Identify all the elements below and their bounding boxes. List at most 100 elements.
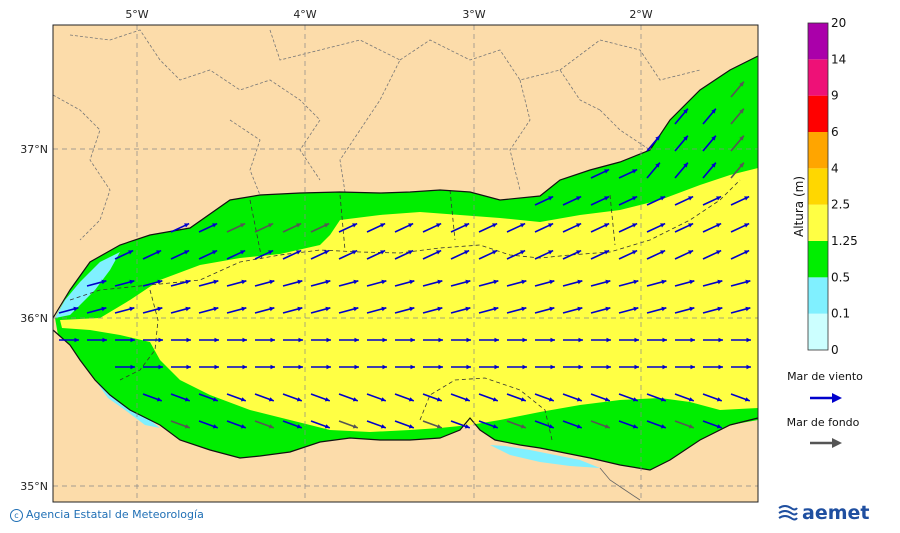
colorbar-tick-label: 14: [831, 52, 846, 66]
wave-arrow-head: [352, 250, 358, 255]
wave-arrow-head: [241, 306, 247, 312]
wave-arrow-head: [548, 196, 554, 201]
wave-arrow-head: [746, 364, 751, 370]
wave-arrow-head: [240, 223, 246, 228]
wave-arrow-head: [576, 223, 582, 228]
wave-arrow-head: [324, 424, 330, 429]
wave-arrow-head: [690, 364, 695, 370]
sea-cyan-southwest: [95, 380, 160, 428]
wave-arrows: [58, 81, 751, 429]
wave-arrow-head: [716, 250, 722, 255]
wave-arrow-head: [186, 364, 191, 370]
colorbar-segment: [808, 59, 828, 96]
legend-swell-arrow-icon: [810, 438, 842, 448]
wave-arrow-head: [522, 337, 527, 343]
wave-arrow-head: [716, 196, 722, 201]
wave-arrow-head: [184, 223, 190, 228]
aemet-logo-icon: [778, 505, 798, 521]
wave-arrow-head: [576, 397, 582, 402]
wave-arrow-head: [436, 397, 442, 402]
wave-arrow-head: [493, 306, 499, 312]
wave-arrow-head: [130, 337, 135, 343]
wave-arrow-head: [520, 424, 526, 429]
wave-arrow-head: [213, 279, 219, 285]
wave-arrow-head: [382, 364, 387, 370]
wave-arrow-head: [661, 306, 667, 312]
wave-arrow-head: [522, 364, 527, 370]
wave-arrow-head: [185, 279, 191, 285]
wave-arrow-head: [242, 364, 247, 370]
wave-arrow-head: [102, 337, 107, 343]
sea-yellow-zone: [60, 168, 758, 432]
lon-tick-label: 3°W: [462, 8, 485, 21]
colorbar-segment: [808, 168, 828, 205]
colorbar-tick-label: 4: [831, 161, 839, 175]
wave-arrow-head: [655, 162, 660, 168]
aemet-logo: aemet: [777, 500, 869, 526]
lat-tick-label: 35°N: [20, 480, 48, 493]
wave-arrow-head: [577, 306, 583, 312]
wave-arrow-head: [739, 162, 744, 168]
land-border-south: [599, 467, 641, 501]
wave-arrow-head: [436, 250, 442, 255]
colorbar-tick-label: 6: [831, 125, 839, 139]
wave-arrow-head: [212, 223, 218, 228]
colorbar-tick-label: 0.1: [831, 307, 850, 321]
wave-arrow-head: [492, 223, 498, 228]
wave-arrow-head: [74, 337, 79, 343]
wave-arrow-head: [604, 424, 610, 429]
wave-arrow-head: [242, 337, 247, 343]
sea-cyan-west: [55, 252, 120, 318]
wave-arrow-head: [604, 397, 610, 402]
wave-arrow-head: [689, 306, 695, 312]
wave-arrow-head: [464, 424, 470, 429]
wave-arrow-head: [634, 364, 639, 370]
wave-arrow-head: [466, 364, 471, 370]
wave-arrow-head: [324, 223, 330, 228]
wave-arrow-head: [718, 364, 723, 370]
wave-arrow-head: [353, 279, 359, 285]
wave-arrow-head: [604, 250, 610, 255]
colorbar-segment: [808, 23, 828, 60]
wave-arrow-head: [325, 306, 331, 312]
wave-arrow-head: [577, 279, 583, 285]
colorbar-tick-label: 0.5: [831, 270, 850, 284]
copyright-icon: c: [10, 508, 23, 522]
wave-arrow-head: [662, 364, 667, 370]
wave-arrow-head: [683, 162, 688, 168]
wave-arrow-head: [240, 250, 246, 255]
wave-arrow-head: [549, 306, 555, 312]
wave-arrow-head: [241, 279, 247, 285]
wave-arrow-head: [746, 337, 751, 343]
wave-arrow-head: [494, 337, 499, 343]
wave-arrow-head: [548, 250, 554, 255]
wave-arrow-head: [660, 196, 666, 201]
wave-arrow-head: [352, 424, 358, 429]
legend-wind-sea-label: Mar de viento: [787, 370, 863, 383]
wave-arrow-head: [101, 306, 107, 312]
sea-cyan-melilla: [490, 445, 600, 468]
credit: c Agencia Estatal de Meteorología: [10, 508, 204, 522]
wave-arrow-head: [548, 223, 554, 228]
wave-arrow-head: [492, 250, 498, 255]
wave-arrow-head: [683, 135, 688, 141]
wave-arrow-head: [157, 279, 163, 285]
wave-arrow-head: [744, 196, 750, 201]
colorbar-segment: [808, 132, 828, 169]
lon-tick-label: 2°W: [629, 8, 652, 21]
legend-wind-sea-arrow-icon: [810, 393, 842, 403]
wave-arrow-head: [604, 223, 610, 228]
graticule: [53, 25, 758, 502]
wave-arrow-head: [353, 306, 359, 312]
wave-arrow-head: [354, 364, 359, 370]
wave-arrow-head: [605, 306, 611, 312]
wave-arrow-head: [464, 397, 470, 402]
lat-tick-label: 37°N: [20, 143, 48, 156]
wave-arrow-head: [212, 424, 218, 429]
wave-arrow-head: [605, 279, 611, 285]
wave-arrow-head: [185, 306, 191, 312]
wave-arrow-head: [662, 337, 667, 343]
wave-arrow-head: [438, 337, 443, 343]
wave-arrow-head: [213, 306, 219, 312]
